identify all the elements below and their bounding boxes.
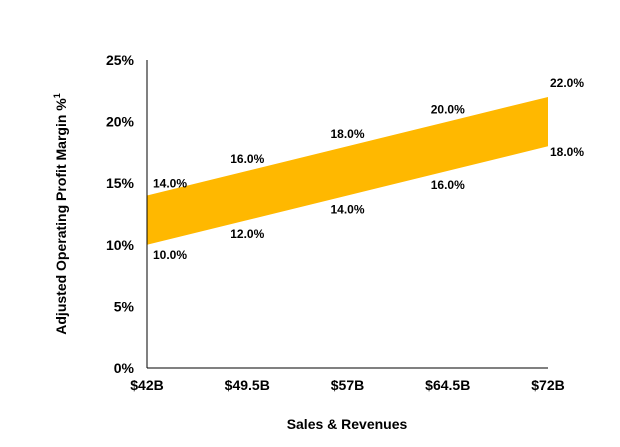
x-tick-label: $72B <box>531 377 564 393</box>
x-axis-title: Sales & Revenues <box>287 416 408 432</box>
y-axis-title: Adjusted Operating Profit Margin %1 <box>52 93 69 334</box>
y-tick-label: 0% <box>114 360 135 376</box>
upper-data-label: 22.0% <box>550 76 584 90</box>
upper-data-label: 18.0% <box>330 127 364 141</box>
y-tick-labels: 0% 5% 10% 15% 20% 25% <box>106 52 135 376</box>
lower-data-label: 16.0% <box>431 178 465 192</box>
upper-data-label: 14.0% <box>153 177 187 191</box>
x-tick-label: $64.5B <box>425 377 470 393</box>
lower-data-label: 18.0% <box>550 145 584 159</box>
y-tick-label: 10% <box>106 237 135 253</box>
upper-data-label: 16.0% <box>230 152 264 166</box>
y-tick-label: 15% <box>106 175 135 191</box>
x-tick-label: $42B <box>130 377 163 393</box>
data-labels: 14.0% 16.0% 18.0% 20.0% 22.0% 10.0% 12.0% 14.0%… <box>153 76 584 262</box>
x-tick-label: $49.5B <box>225 377 270 393</box>
x-tick-label: $57B <box>331 377 364 393</box>
y-axis-title-text: Adjusted Operating Profit Margin % <box>53 98 69 335</box>
x-tick-labels: $42B $49.5B $57B $64.5B $72B <box>130 377 564 393</box>
margin-band <box>147 96 548 245</box>
lower-data-label: 14.0% <box>330 203 364 217</box>
lower-data-label: 10.0% <box>153 248 187 262</box>
lower-data-label: 12.0% <box>230 227 264 241</box>
y-tick-label: 5% <box>114 298 135 314</box>
y-axis-title-superscript: 1 <box>52 93 62 98</box>
y-tick-label: 20% <box>106 114 135 130</box>
y-tick-label: 25% <box>106 52 135 68</box>
upper-data-label: 20.0% <box>431 103 465 117</box>
